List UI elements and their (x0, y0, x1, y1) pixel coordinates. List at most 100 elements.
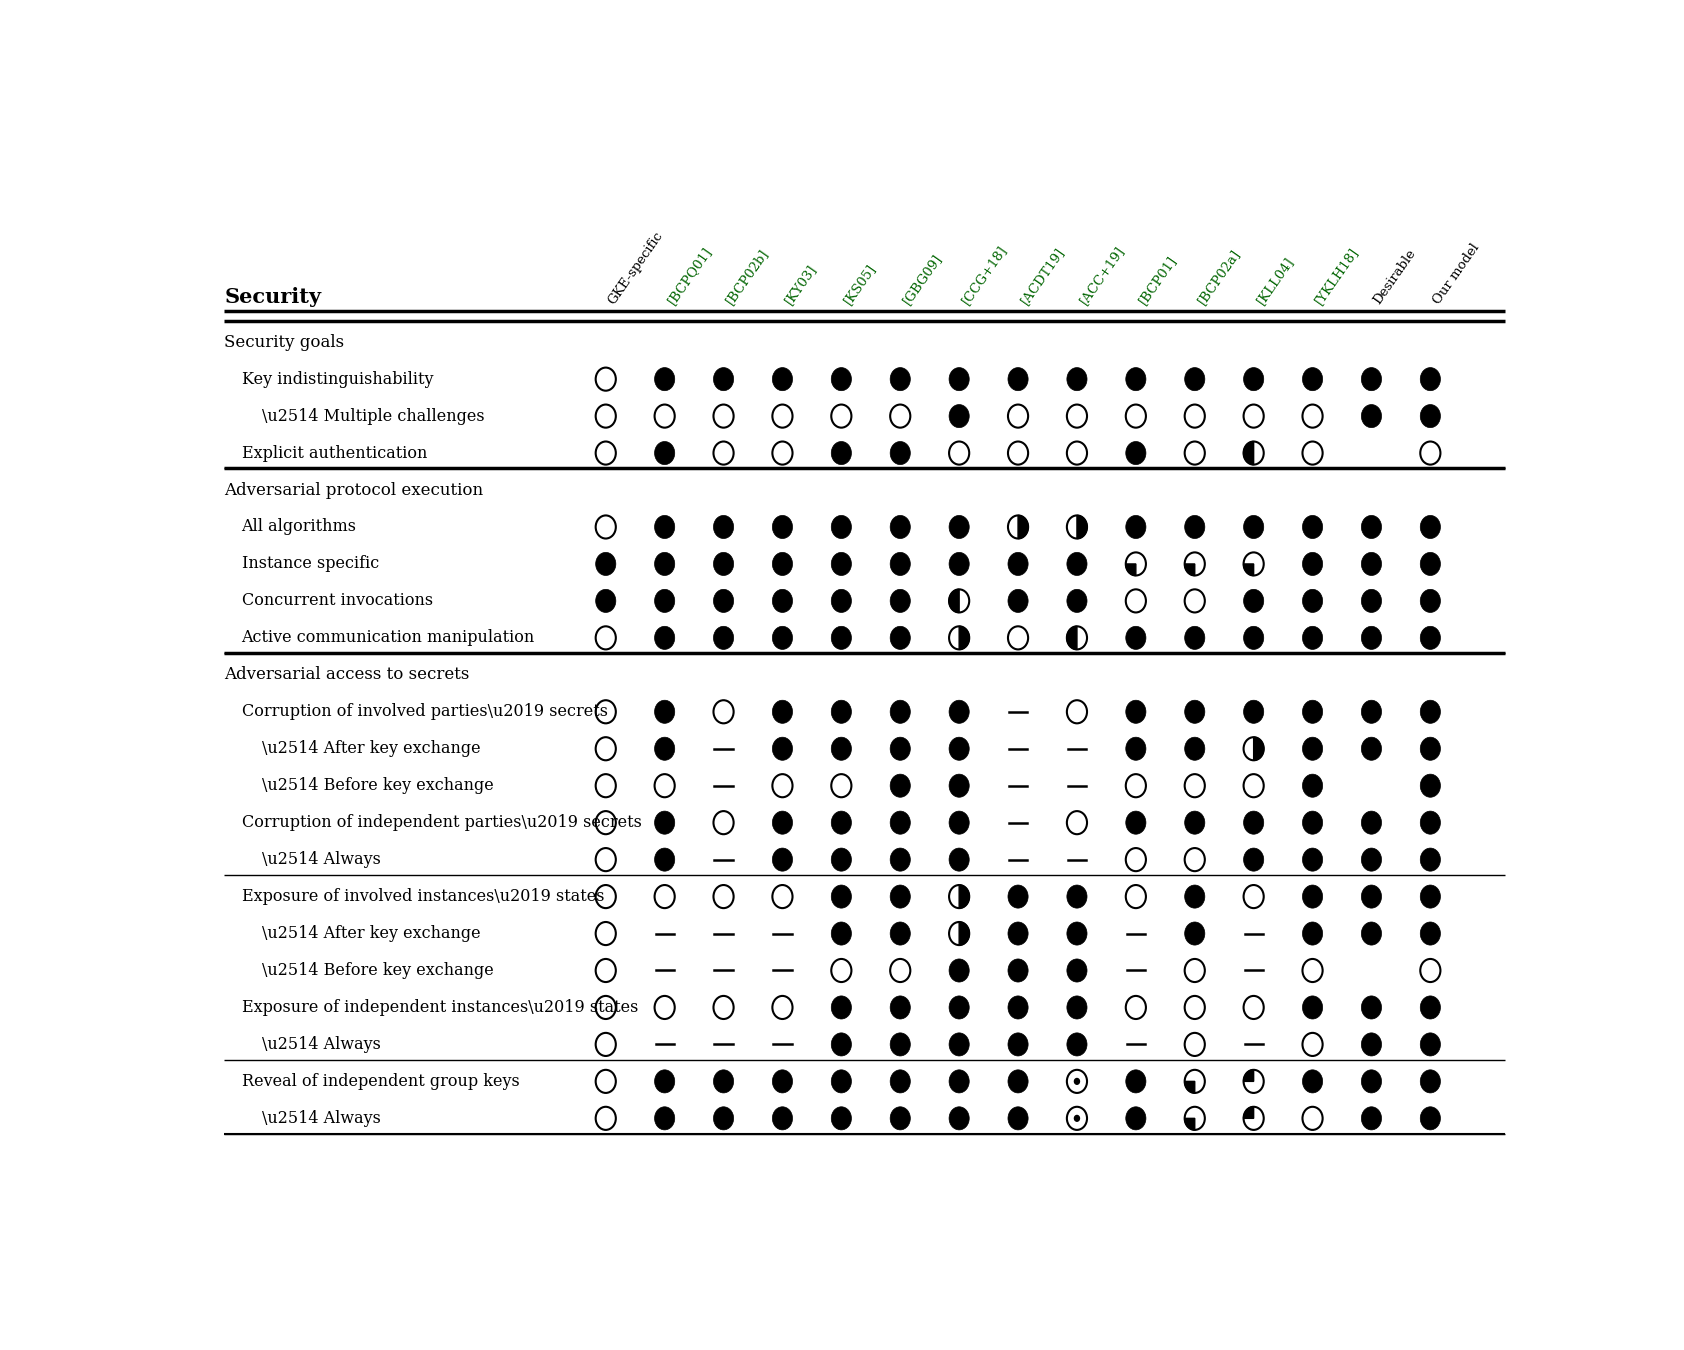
Ellipse shape (1420, 405, 1440, 428)
Ellipse shape (1420, 367, 1440, 390)
Ellipse shape (1127, 367, 1145, 390)
Ellipse shape (655, 590, 675, 613)
Polygon shape (1243, 1107, 1253, 1118)
Ellipse shape (773, 701, 793, 724)
Ellipse shape (1420, 701, 1440, 724)
Text: Active communication manipulation: Active communication manipulation (241, 629, 536, 647)
Text: \u2514 Always: \u2514 Always (261, 1035, 381, 1053)
Ellipse shape (1243, 701, 1263, 724)
Ellipse shape (714, 1069, 734, 1094)
Ellipse shape (1420, 516, 1440, 539)
Polygon shape (1253, 737, 1263, 760)
Ellipse shape (891, 737, 911, 760)
Ellipse shape (714, 626, 734, 649)
Ellipse shape (950, 552, 970, 575)
Ellipse shape (1243, 848, 1263, 871)
Text: [KLL04]: [KLL04] (1253, 254, 1295, 306)
Ellipse shape (832, 626, 852, 649)
Ellipse shape (1302, 922, 1322, 945)
Text: [YKLH18]: [YKLH18] (1312, 246, 1361, 306)
Text: \u2514 After key exchange: \u2514 After key exchange (261, 925, 480, 942)
Polygon shape (1184, 564, 1194, 575)
Ellipse shape (714, 516, 734, 539)
Text: Our model: Our model (1430, 242, 1482, 306)
Ellipse shape (891, 367, 911, 390)
Ellipse shape (1127, 1069, 1145, 1094)
Ellipse shape (596, 552, 616, 575)
Ellipse shape (1184, 922, 1204, 945)
Ellipse shape (950, 848, 970, 871)
Ellipse shape (832, 701, 852, 724)
Text: Reveal of independent group keys: Reveal of independent group keys (241, 1073, 519, 1089)
Ellipse shape (714, 590, 734, 613)
Ellipse shape (1009, 996, 1029, 1019)
Ellipse shape (1361, 996, 1381, 1019)
Polygon shape (1019, 516, 1029, 539)
Text: Explicit authentication: Explicit authentication (241, 444, 426, 462)
Ellipse shape (1361, 701, 1381, 724)
Ellipse shape (1420, 848, 1440, 871)
Ellipse shape (832, 552, 852, 575)
Ellipse shape (1184, 626, 1204, 649)
Text: Key indistinguishability: Key indistinguishability (241, 371, 433, 387)
Text: [BCP02a]: [BCP02a] (1194, 247, 1243, 306)
Ellipse shape (655, 848, 675, 871)
Ellipse shape (1184, 886, 1204, 909)
Ellipse shape (832, 1069, 852, 1094)
Ellipse shape (891, 886, 911, 909)
Text: Adversarial protocol execution: Adversarial protocol execution (224, 482, 483, 498)
Ellipse shape (950, 737, 970, 760)
Text: [KY03]: [KY03] (783, 262, 818, 306)
Ellipse shape (832, 811, 852, 834)
Ellipse shape (714, 1107, 734, 1130)
Text: \u2514 Multiple challenges: \u2514 Multiple challenges (261, 408, 485, 425)
Ellipse shape (1009, 1107, 1029, 1130)
Ellipse shape (1420, 1069, 1440, 1094)
Text: Security goals: Security goals (224, 333, 345, 351)
Ellipse shape (1361, 367, 1381, 390)
Text: [GBG09]: [GBG09] (901, 251, 945, 306)
Polygon shape (1184, 1118, 1194, 1130)
Ellipse shape (1361, 922, 1381, 945)
Polygon shape (1243, 564, 1253, 575)
Ellipse shape (1127, 626, 1145, 649)
Ellipse shape (891, 701, 911, 724)
Ellipse shape (1243, 590, 1263, 613)
Ellipse shape (1302, 552, 1322, 575)
Ellipse shape (1184, 701, 1204, 724)
Ellipse shape (1068, 886, 1088, 909)
Text: Desirable: Desirable (1371, 247, 1420, 306)
Ellipse shape (1420, 626, 1440, 649)
Ellipse shape (1302, 590, 1322, 613)
Ellipse shape (950, 811, 970, 834)
Ellipse shape (1361, 405, 1381, 428)
Ellipse shape (1127, 516, 1145, 539)
Ellipse shape (832, 516, 852, 539)
Ellipse shape (1184, 367, 1204, 390)
Ellipse shape (655, 1107, 675, 1130)
Text: \u2514 Always: \u2514 Always (261, 850, 381, 868)
Ellipse shape (1068, 590, 1088, 613)
Ellipse shape (655, 737, 675, 760)
Ellipse shape (832, 737, 852, 760)
Ellipse shape (773, 1069, 793, 1094)
Ellipse shape (1302, 848, 1322, 871)
Ellipse shape (1243, 811, 1263, 834)
Text: All algorithms: All algorithms (241, 518, 357, 536)
Ellipse shape (1302, 701, 1322, 724)
Text: [KS05]: [KS05] (842, 262, 879, 306)
Ellipse shape (1361, 590, 1381, 613)
Ellipse shape (1302, 811, 1322, 834)
Ellipse shape (773, 1107, 793, 1130)
Ellipse shape (655, 701, 675, 724)
Ellipse shape (1068, 367, 1088, 390)
Ellipse shape (1361, 848, 1381, 871)
Ellipse shape (1420, 1107, 1440, 1130)
Ellipse shape (832, 441, 852, 464)
Ellipse shape (773, 367, 793, 390)
Ellipse shape (1361, 626, 1381, 649)
Text: \u2514 Always: \u2514 Always (261, 1110, 381, 1127)
Ellipse shape (1302, 1069, 1322, 1094)
Text: [BCP02b]: [BCP02b] (724, 247, 771, 306)
Ellipse shape (891, 996, 911, 1019)
